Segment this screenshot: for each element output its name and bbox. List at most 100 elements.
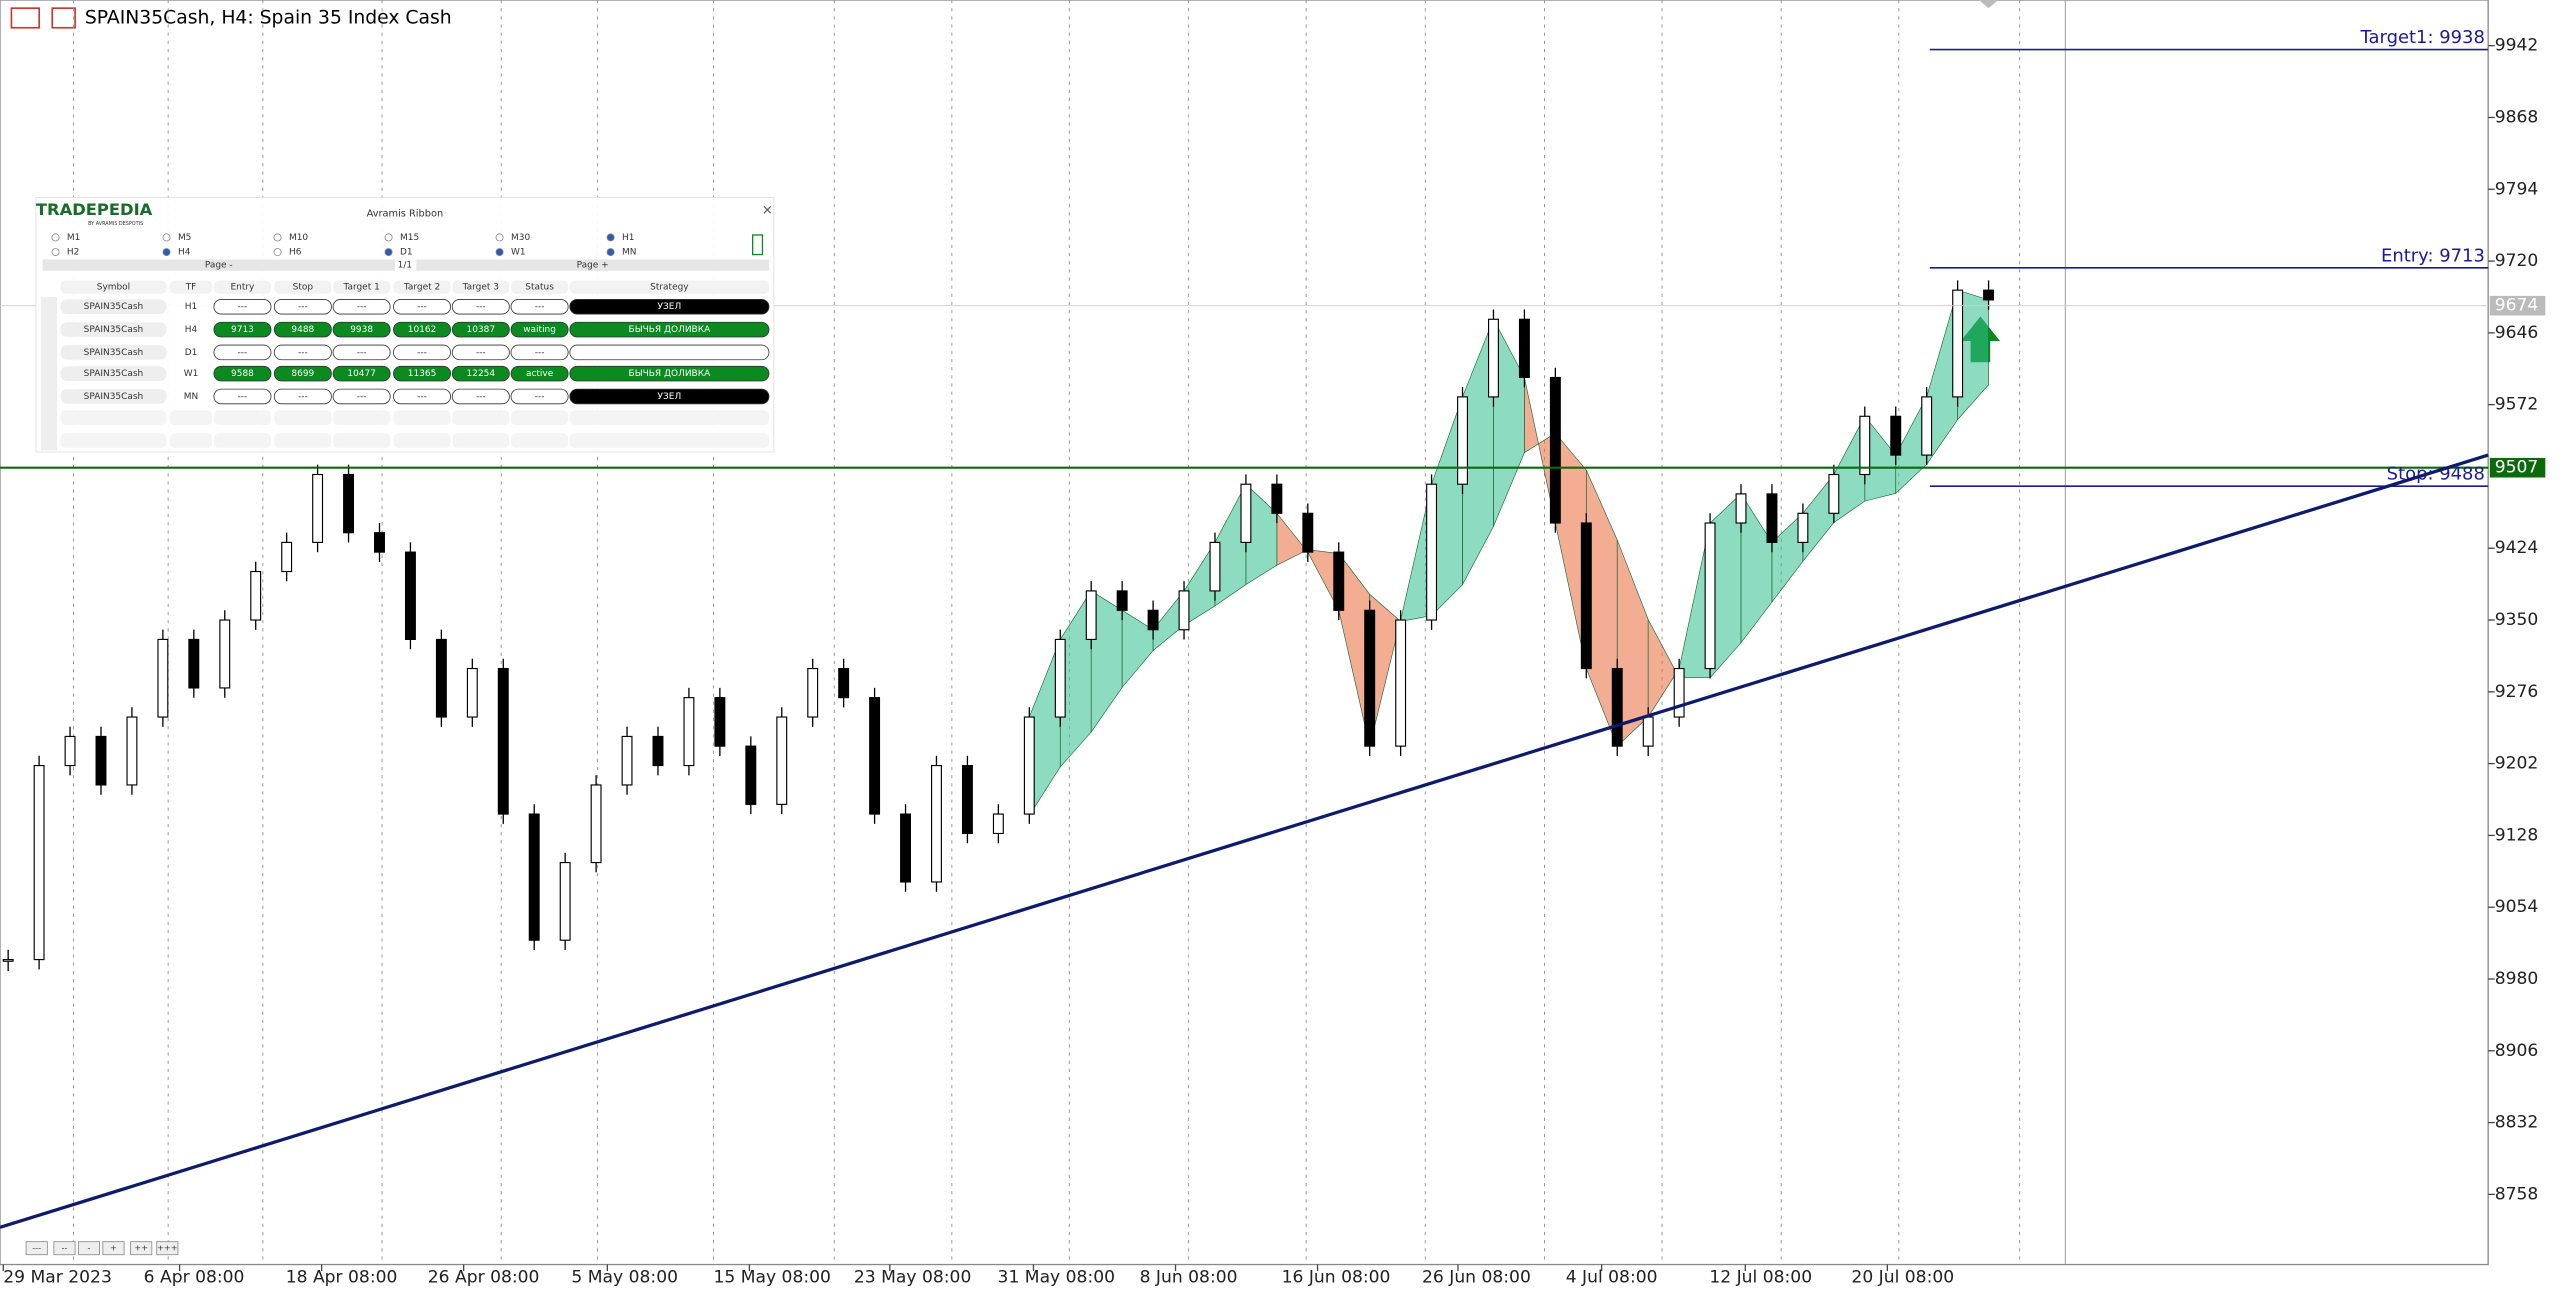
cell-value: 9588	[231, 369, 254, 379]
header-label: Stop	[293, 283, 314, 293]
cell-value: 9938	[350, 325, 373, 335]
cell	[393, 365, 452, 382]
empty-cell	[274, 410, 332, 426]
time-label: 29 Mar 2023	[3, 1268, 112, 1288]
zoom-button[interactable]	[156, 1241, 179, 1256]
cell	[213, 344, 272, 361]
radio[interactable]	[495, 233, 504, 242]
price-label: 8832	[2495, 1113, 2539, 1133]
radio[interactable]	[273, 233, 282, 242]
cell-value: ---	[298, 392, 308, 402]
cell-value: ---	[238, 348, 248, 358]
marker	[1978, 0, 1999, 9]
candle	[157, 638, 169, 718]
symbol: SPAIN35Cash	[84, 369, 144, 379]
page-info: 1/1	[398, 261, 412, 271]
cell-value: ---	[357, 392, 367, 402]
radio[interactable]	[606, 233, 615, 242]
cell	[569, 344, 770, 361]
candle	[559, 861, 571, 941]
timeframe-label: M5	[178, 233, 191, 243]
candle	[64, 735, 76, 767]
empty-cell	[452, 410, 510, 426]
cell	[273, 344, 332, 361]
zoom-button[interactable]	[25, 1241, 48, 1256]
candle	[466, 667, 478, 718]
radio[interactable]	[495, 248, 504, 257]
cell	[569, 365, 770, 382]
radio[interactable]	[51, 248, 60, 257]
candle	[1797, 512, 1809, 543]
timeframe-label: D1	[400, 248, 413, 258]
cell	[510, 298, 569, 315]
candle	[1426, 483, 1438, 621]
header-cell	[274, 280, 332, 294]
radio[interactable]	[162, 233, 171, 242]
cell	[510, 365, 569, 382]
cell-value: waiting	[523, 325, 556, 335]
zoom-button[interactable]	[77, 1241, 100, 1256]
support-label: 9507	[2495, 458, 2539, 478]
candle	[1983, 289, 1995, 301]
cell	[393, 388, 452, 405]
empty-cell	[452, 433, 510, 448]
cell-value: ---	[298, 302, 308, 312]
price-label: 9794	[2495, 179, 2539, 199]
trendline	[0, 453, 2489, 1229]
cell	[393, 298, 452, 315]
page-button[interactable]	[416, 259, 769, 271]
price-label: 9128	[2495, 825, 2539, 845]
header-label: Target 2	[403, 283, 440, 293]
tf: W1	[184, 369, 199, 379]
radio[interactable]	[273, 248, 282, 257]
cell-value: ---	[298, 348, 308, 358]
price-label: 9942	[2495, 36, 2539, 56]
candle	[1364, 609, 1376, 747]
candle	[1673, 667, 1685, 718]
cell	[213, 298, 272, 315]
close-button[interactable]: ×	[762, 203, 773, 218]
page-button[interactable]	[42, 259, 396, 271]
cell	[60, 299, 167, 315]
cell-value: 9713	[231, 325, 254, 335]
candle	[1209, 541, 1221, 592]
current-price: 9674	[2495, 296, 2539, 316]
tf: MN	[184, 392, 198, 402]
radio[interactable]	[162, 248, 171, 257]
cell	[451, 365, 510, 382]
radio[interactable]	[384, 248, 393, 257]
header-cell	[393, 280, 451, 294]
header-cell	[569, 280, 769, 294]
chart-icon[interactable]	[51, 7, 76, 29]
zoom-button[interactable]	[130, 1241, 153, 1256]
candle	[1395, 619, 1407, 747]
cell	[213, 365, 272, 382]
time-label: 12 Jul 08:00	[1709, 1268, 1812, 1288]
menu-icon[interactable]	[10, 7, 40, 29]
radio[interactable]	[384, 233, 393, 242]
price-label: 9572	[2495, 395, 2539, 415]
empty-cell	[333, 433, 391, 448]
chart-title: SPAIN35Cash, H4: Spain 35 Index Cash	[85, 7, 452, 28]
candle	[1333, 551, 1345, 611]
candle	[652, 735, 664, 767]
candle	[1116, 590, 1128, 611]
candle	[1859, 415, 1871, 476]
candle	[961, 764, 973, 835]
candle	[497, 667, 509, 815]
zoom-button[interactable]	[102, 1241, 125, 1256]
candle	[404, 551, 416, 640]
radio[interactable]	[51, 233, 60, 242]
radio[interactable]	[606, 248, 615, 257]
cell-value: 10477	[347, 369, 376, 379]
timeframe-label: H6	[289, 248, 302, 258]
cell	[451, 321, 510, 338]
header-label: TF	[185, 283, 197, 293]
cell-value: ---	[476, 392, 486, 402]
cell	[60, 389, 167, 404]
zoom-button[interactable]	[53, 1241, 76, 1256]
support-tag	[2489, 457, 2546, 478]
checkbox[interactable]	[752, 234, 764, 256]
candle	[1921, 396, 1933, 456]
